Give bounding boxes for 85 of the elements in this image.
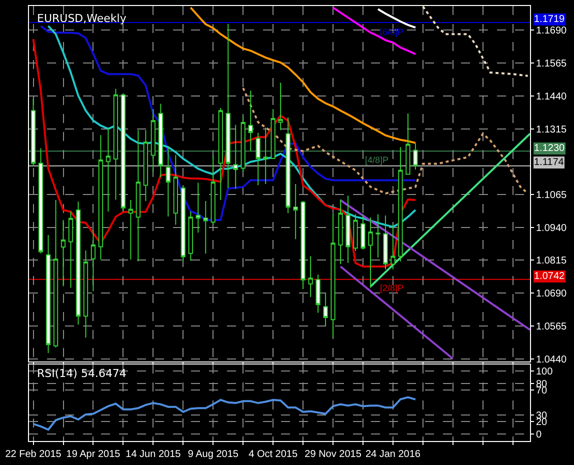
- x-tick-label: 22 Feb 2015: [5, 449, 62, 460]
- y-tick-label: 1.0690: [536, 288, 568, 300]
- candlestick: [360, 214, 366, 250]
- x-tick-label: 14 Jun 2015: [126, 449, 182, 460]
- candlestick: [413, 142, 418, 170]
- candlestick: [353, 214, 358, 252]
- candlestick: [368, 216, 373, 288]
- candlestick: [143, 130, 148, 202]
- candlestick: [83, 250, 88, 338]
- candlestick: [270, 108, 276, 160]
- candlestick: [248, 90, 253, 152]
- line-series: [190, 6, 416, 144]
- candlestick: [316, 274, 320, 314]
- y-tick-label: 100: [536, 366, 554, 378]
- candlestick: [136, 130, 141, 262]
- candlestick: [188, 211, 193, 262]
- candlestick: [76, 201, 81, 326]
- ref-line-label: 1.0742: [534, 271, 566, 282]
- candlestick: [278, 82, 283, 131]
- candlestick: [113, 88, 118, 200]
- candlestick: [398, 146, 403, 262]
- annotation: [4/8]P: [365, 155, 389, 165]
- candlestick: [406, 113, 410, 176]
- candlestick: [256, 132, 260, 186]
- candlestick: [30, 98, 36, 167]
- text: EURUSD,Weekly: [37, 12, 127, 25]
- chart-title: RSI(14) 54.6474: [37, 367, 126, 380]
- line-series: [242, 87, 529, 194]
- candlestick: [98, 134, 104, 260]
- candlestick: [90, 229, 96, 292]
- annotation: [2/8]P: [380, 283, 404, 293]
- candlestick: [323, 292, 328, 327]
- y-tick-label: 1.1690: [536, 26, 568, 37]
- candlestick: [196, 182, 200, 234]
- y-tick-label: 1.0815: [536, 256, 568, 267]
- y-tick-label: 1.1440: [536, 91, 568, 102]
- candlestick: [226, 23, 230, 188]
- candlestick: [293, 183, 298, 240]
- line-series: [422, 6, 529, 77]
- line-series: [32, 396, 416, 431]
- x-tick-label: 24 Jan 2016: [365, 449, 421, 460]
- candlestick: [106, 128, 111, 212]
- y-tick-label: 1.0940: [536, 222, 568, 234]
- candlestick: [158, 103, 164, 178]
- candlestick: [286, 116, 290, 214]
- y-tick-label: 1.0440: [536, 354, 568, 366]
- ref-line-label: 1.1174: [534, 157, 564, 168]
- y-tick-label: 1.0565: [536, 321, 568, 332]
- candlestick: [53, 200, 58, 348]
- candlestick: [60, 219, 66, 287]
- candlestick: [166, 146, 170, 218]
- candlestick: [338, 198, 343, 265]
- candlestick: [68, 211, 74, 288]
- y-tick-label: 1.1565: [536, 58, 568, 70]
- x-tick-label: 4 Oct 2015: [248, 449, 298, 460]
- candlestick: [240, 116, 246, 173]
- x-tick-label: 19 Apr 2015: [66, 449, 121, 460]
- line-series: [376, 8, 416, 29]
- candlestick: [263, 126, 268, 184]
- y-tick-label: 1.1065: [536, 190, 568, 201]
- x-tick-label: 29 Nov 2015: [304, 449, 362, 460]
- candlestick: [128, 200, 134, 260]
- candlestick: [46, 234, 51, 354]
- line-series: [332, 6, 416, 56]
- candlestick: [390, 224, 396, 270]
- candlestick: [38, 148, 44, 254]
- candlestick: [383, 215, 388, 270]
- y-tick-label: 1.1315: [536, 124, 568, 136]
- candlestick: [233, 124, 238, 190]
- candlestick: [210, 154, 216, 226]
- candlestick: [203, 200, 208, 254]
- candlestick: [346, 195, 350, 264]
- candlestick: [150, 108, 156, 173]
- x-tick-label: 9 Aug 2015: [188, 449, 239, 460]
- annotation: [6/8]P: [380, 27, 404, 37]
- ref-line-label: 1.1230: [534, 143, 566, 154]
- candlestick: [376, 214, 380, 258]
- candlestick: [308, 256, 313, 298]
- line-series: [32, 38, 416, 268]
- candlestick: [300, 200, 306, 290]
- y-tick-label: 0: [536, 430, 542, 441]
- candlestick: [173, 154, 178, 226]
- candlestick: [180, 184, 186, 262]
- ref-line-label: 1.1719: [534, 14, 566, 25]
- candlestick: [218, 107, 223, 200]
